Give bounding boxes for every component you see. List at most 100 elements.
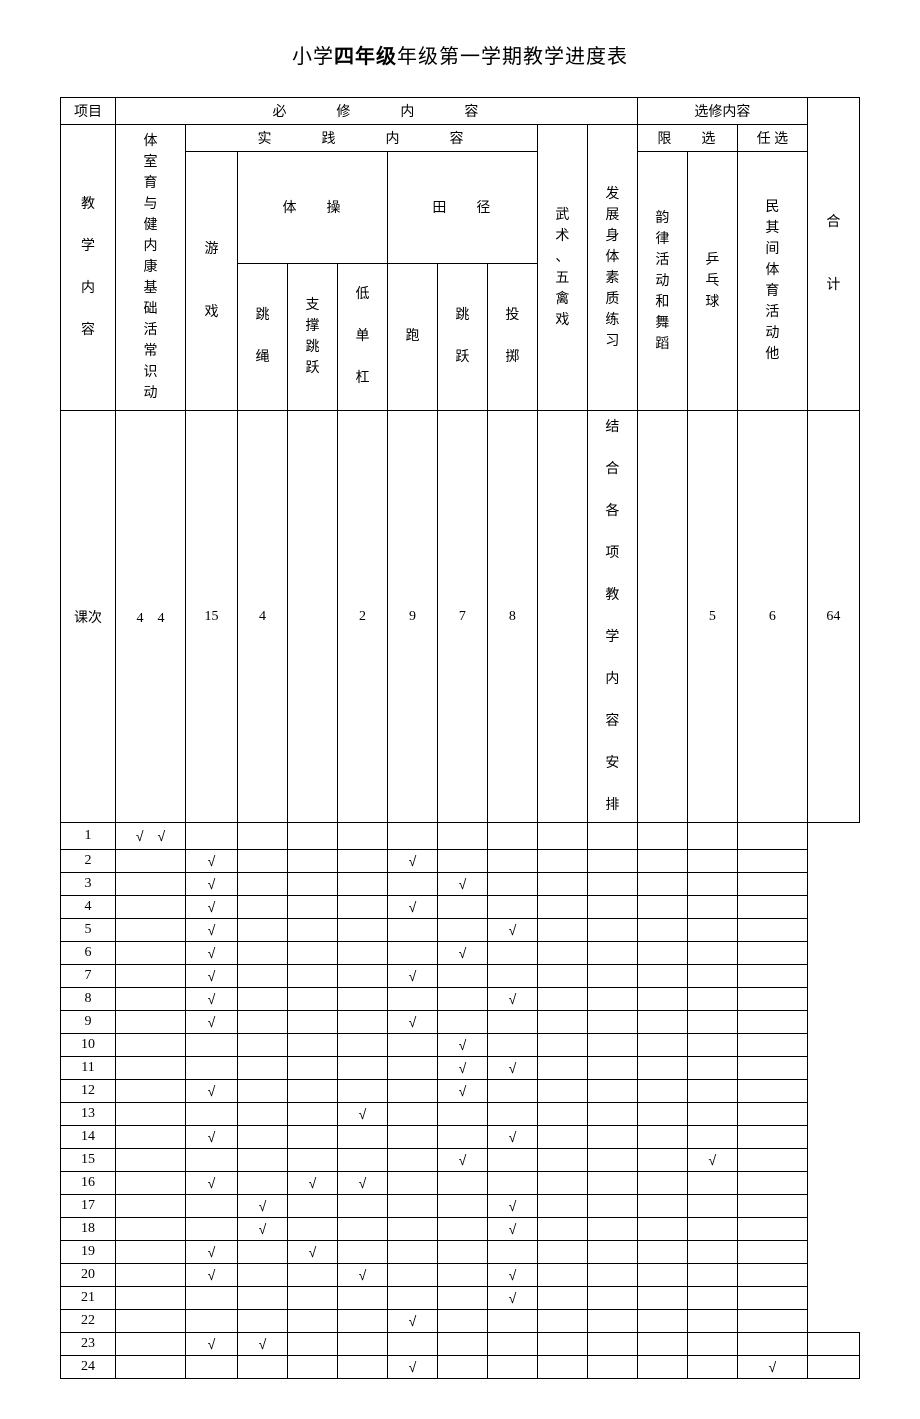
data-cell — [487, 873, 537, 896]
data-cell — [637, 1057, 687, 1080]
total-cell — [737, 823, 807, 850]
data-cell — [487, 850, 537, 873]
data-cell — [116, 1264, 186, 1287]
total-cell — [737, 942, 807, 965]
data-cell — [687, 1080, 737, 1103]
count-cell: 8 — [487, 411, 537, 823]
data-cell — [287, 1310, 337, 1333]
row-number: 17 — [61, 1195, 116, 1218]
data-cell — [437, 896, 487, 919]
data-cell — [116, 1034, 186, 1057]
data-cell: √ — [437, 1057, 487, 1080]
table-row: 17√√ — [61, 1195, 860, 1218]
hdr-optional: 任 选 — [737, 125, 807, 152]
data-cell — [587, 1080, 637, 1103]
data-cell — [587, 873, 637, 896]
data-cell: √ — [186, 1011, 238, 1034]
data-cell — [116, 1126, 186, 1149]
data-cell — [637, 1287, 687, 1310]
hdr-throw: 投 掷 — [487, 263, 537, 410]
hdr-gym: 体 操 — [238, 152, 388, 264]
data-cell — [116, 1103, 186, 1126]
table-row: 9√√ — [61, 1011, 860, 1034]
table-row: 15√√ — [61, 1149, 860, 1172]
data-cell — [337, 873, 387, 896]
data-cell — [387, 1103, 437, 1126]
data-cell — [337, 1333, 387, 1356]
data-cell — [637, 988, 687, 1011]
data-cell — [437, 1011, 487, 1034]
data-cell — [238, 1310, 288, 1333]
data-cell: √ — [487, 1057, 537, 1080]
data-cell — [116, 942, 186, 965]
data-cell — [587, 1241, 637, 1264]
hdr-jumprope: 跳 绳 — [238, 263, 288, 410]
data-cell — [238, 1034, 288, 1057]
data-cell — [637, 1218, 687, 1241]
data-cell — [387, 1195, 437, 1218]
data-cell — [287, 1356, 337, 1379]
data-cell — [287, 1103, 337, 1126]
data-cell — [637, 823, 687, 850]
data-cell — [238, 1057, 288, 1080]
total-cell — [737, 1011, 807, 1034]
row-number: 14 — [61, 1126, 116, 1149]
count-cell — [637, 411, 687, 823]
data-cell — [337, 896, 387, 919]
data-cell — [186, 1057, 238, 1080]
data-cell — [238, 1264, 288, 1287]
table-row: 19√√ — [61, 1241, 860, 1264]
data-cell — [337, 1241, 387, 1264]
schedule-table: 项目 必 修 内 容 选修内容 合 计 教 学 内 容 体室育与健内康基础活常识… — [60, 97, 860, 1379]
data-cell — [238, 823, 288, 850]
count-cell — [287, 411, 337, 823]
data-cell — [287, 1218, 337, 1241]
data-cell — [637, 1034, 687, 1057]
data-cell: √ — [238, 1333, 288, 1356]
data-cell — [637, 919, 687, 942]
hdr-develop: 发展身体素质练习 — [587, 125, 637, 411]
data-cell: √ — [186, 873, 238, 896]
data-cell: √ — [487, 1195, 537, 1218]
row-number: 3 — [61, 873, 116, 896]
table-row: 21√ — [61, 1287, 860, 1310]
data-cell — [116, 919, 186, 942]
data-cell — [116, 1218, 186, 1241]
data-cell — [537, 1264, 587, 1287]
data-cell — [687, 1310, 737, 1333]
data-cell — [587, 1034, 637, 1057]
total-cell — [737, 1172, 807, 1195]
total-cell — [737, 1310, 807, 1333]
data-cell: √ — [186, 919, 238, 942]
data-cell — [238, 919, 288, 942]
data-cell — [337, 1034, 387, 1057]
data-cell — [437, 1126, 487, 1149]
hdr-project: 项目 — [61, 98, 116, 125]
row-number: 8 — [61, 988, 116, 1011]
data-cell — [337, 965, 387, 988]
row-number: 22 — [61, 1310, 116, 1333]
data-cell — [116, 1149, 186, 1172]
data-cell — [238, 1126, 288, 1149]
data-cell — [637, 896, 687, 919]
data-cell — [387, 1126, 437, 1149]
data-cell — [238, 988, 288, 1011]
data-cell — [687, 1057, 737, 1080]
data-cell — [287, 1080, 337, 1103]
data-cell — [387, 1287, 437, 1310]
count-cell: 7 — [437, 411, 487, 823]
data-cell — [637, 1103, 687, 1126]
data-cell — [487, 1011, 537, 1034]
data-cell — [637, 1264, 687, 1287]
data-cell — [687, 942, 737, 965]
total-cell — [807, 1356, 859, 1379]
data-cell — [437, 1218, 487, 1241]
data-cell — [437, 988, 487, 1011]
table-row: 14√√ — [61, 1126, 860, 1149]
data-cell — [537, 1287, 587, 1310]
data-cell — [337, 1057, 387, 1080]
data-cell — [387, 1264, 437, 1287]
data-cell — [287, 1034, 337, 1057]
hdr-folk: 民其间体育活动他 — [737, 152, 807, 411]
row-number: 9 — [61, 1011, 116, 1034]
